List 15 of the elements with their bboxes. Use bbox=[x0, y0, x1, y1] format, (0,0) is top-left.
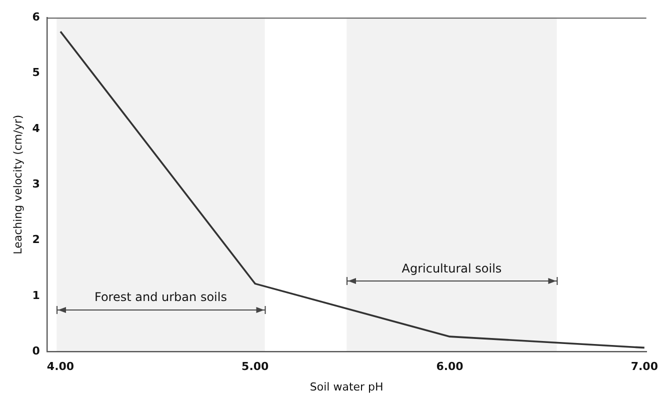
x-axis-title: Soil water pH bbox=[310, 380, 384, 394]
y-tick-label: 0 bbox=[32, 344, 40, 358]
band-label: Forest and urban soils bbox=[94, 290, 227, 304]
y-tick-label: 3 bbox=[32, 177, 40, 190]
x-tick-label: 6.00 bbox=[436, 360, 464, 374]
y-tick-label: 4 bbox=[32, 122, 40, 135]
x-tick-label: 7.00 bbox=[630, 360, 658, 374]
x-tick-label: 5.00 bbox=[242, 360, 270, 374]
band-label: Agricultural soils bbox=[402, 262, 502, 276]
y-tick-label: 6 bbox=[32, 10, 40, 24]
y-axis-title: Leaching velocity (cm/yr) bbox=[11, 114, 24, 254]
y-tick-label: 2 bbox=[32, 233, 40, 246]
y-tick-label: 5 bbox=[32, 66, 40, 80]
x-tick-label: 4.00 bbox=[46, 360, 74, 374]
y-tick-label: 1 bbox=[32, 288, 40, 302]
